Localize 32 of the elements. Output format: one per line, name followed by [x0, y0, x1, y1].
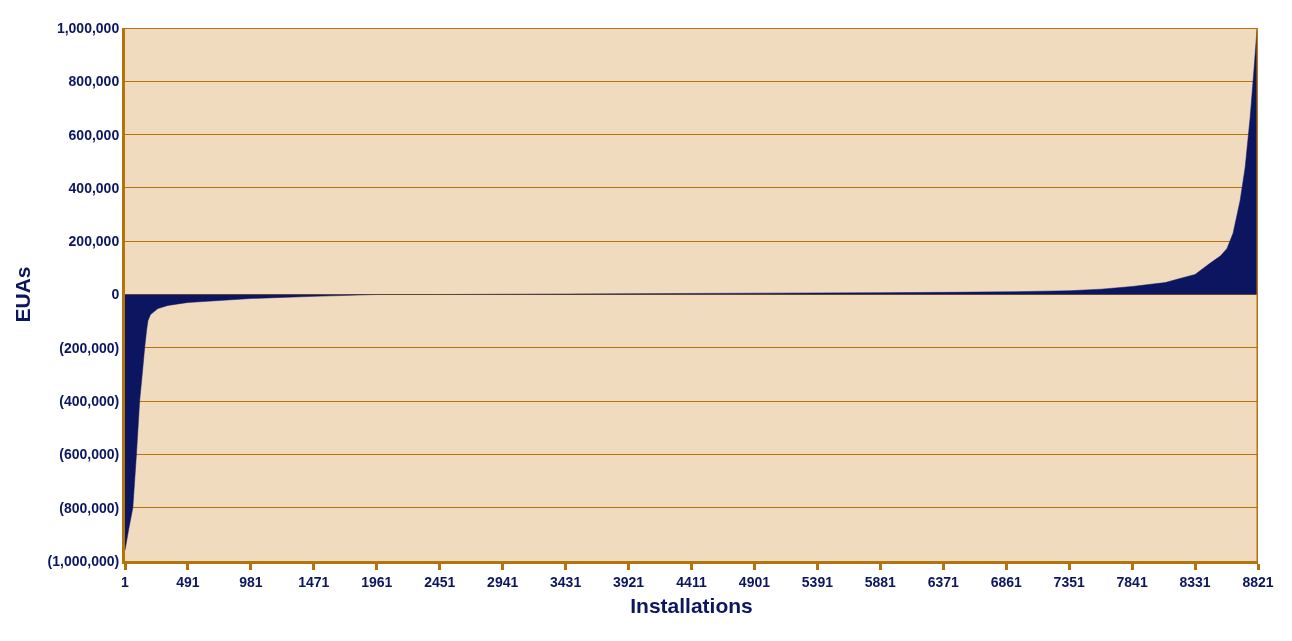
- x-tick-label: 8331: [1179, 573, 1211, 590]
- y-tick-label: 1,000,000: [56, 19, 120, 36]
- y-axis-title: EUAs: [10, 266, 34, 323]
- x-tick-label: 1471: [298, 573, 330, 590]
- x-tick-label: 5391: [801, 573, 834, 590]
- y-tick-label: 200,000: [68, 233, 120, 250]
- y-tick-label: (400,000): [59, 393, 120, 409]
- y-tick-label: (800,000): [59, 499, 120, 516]
- y-tick-label: (1,000,000): [47, 552, 120, 569]
- x-tick-label: 4411: [676, 573, 707, 590]
- y-tick-label: (600,000): [59, 446, 120, 463]
- x-tick-label: 2451: [424, 573, 456, 590]
- y-tick-label: 400,000: [68, 179, 120, 196]
- x-tick-label: 981: [239, 573, 263, 590]
- y-tick-label: (200,000): [59, 339, 120, 356]
- x-tick-label: 7351: [1053, 573, 1085, 590]
- x-tick-label: 1961: [361, 573, 393, 590]
- x-tick-label: 7841: [1116, 573, 1148, 590]
- x-tick-label: 4901: [738, 573, 771, 590]
- x-axis-title: Installations: [630, 594, 753, 617]
- x-tick-label: 2941: [487, 573, 519, 590]
- x-tick-label: 8821: [1242, 573, 1274, 590]
- x-tick-label: 1: [121, 573, 130, 590]
- y-tick-label: 600,000: [68, 126, 120, 143]
- y-tick-label: 0: [111, 286, 120, 303]
- y-tick-label: 800,000: [68, 73, 120, 90]
- x-tick-label: 6861: [990, 573, 1022, 590]
- x-tick-label: 3921: [612, 573, 645, 590]
- x-tick-label: 3431: [550, 573, 582, 590]
- x-tick-label: 491: [176, 573, 200, 590]
- x-tick-label: 6371: [927, 573, 960, 590]
- x-tick-label: 5881: [864, 573, 897, 590]
